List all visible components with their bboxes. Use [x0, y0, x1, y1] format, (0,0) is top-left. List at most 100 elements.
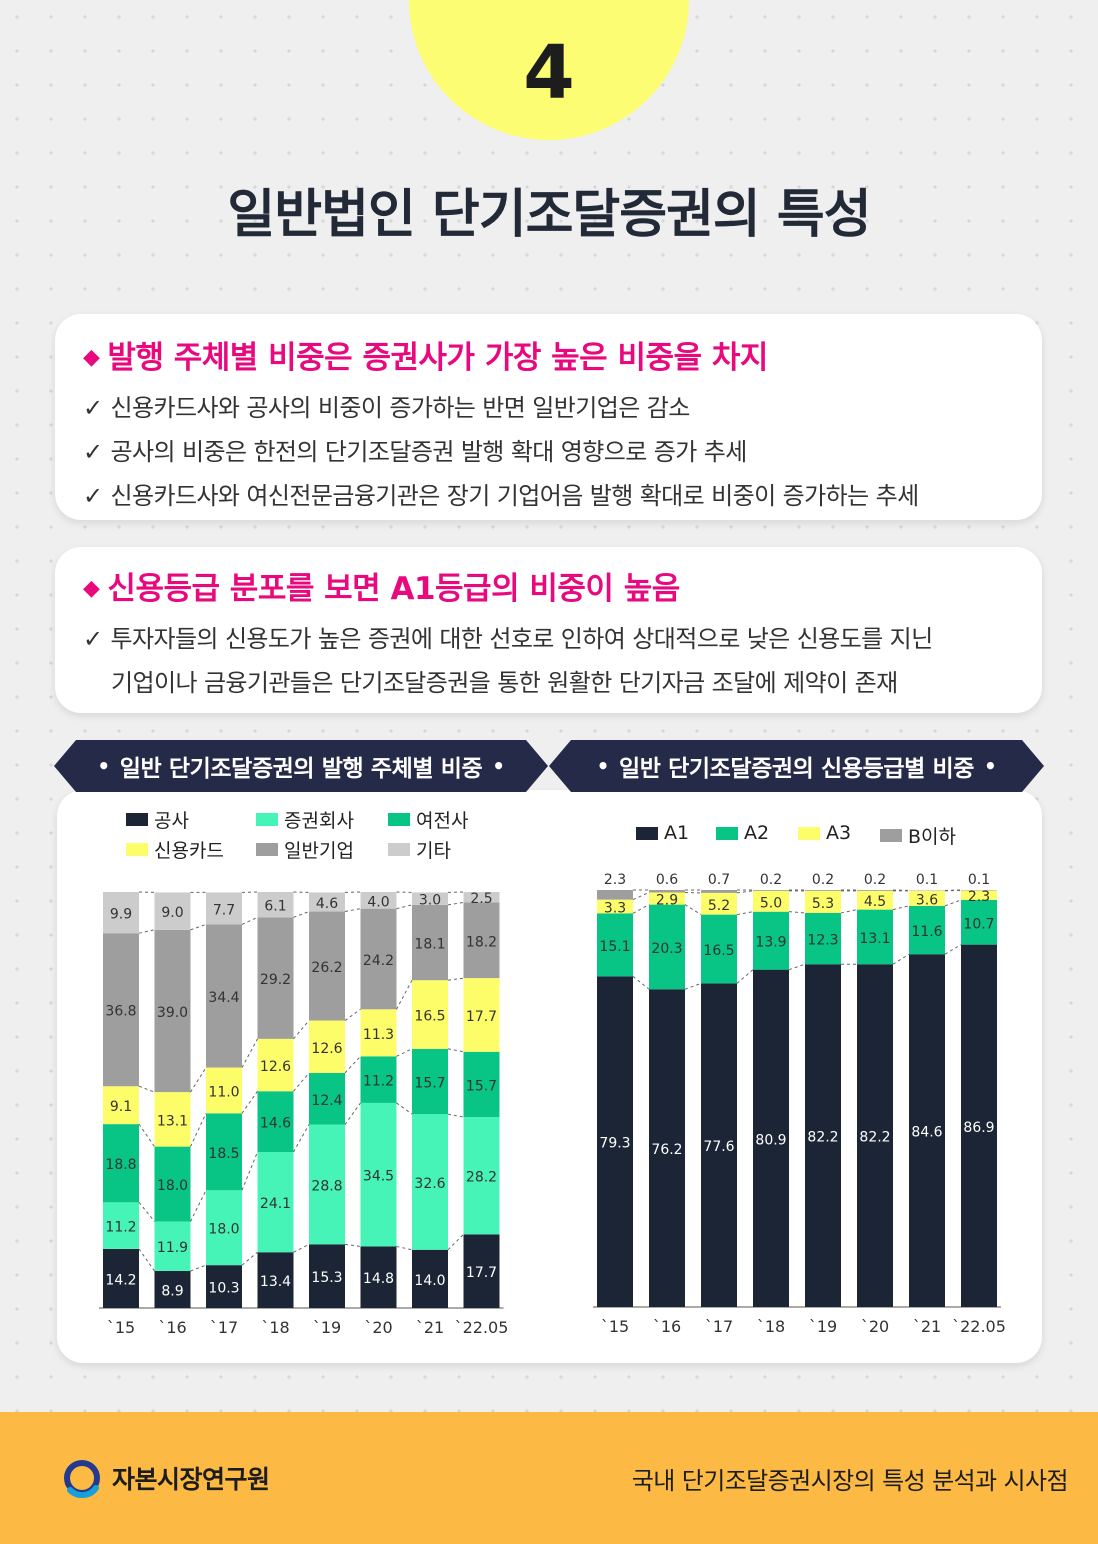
connector-line: [293, 1020, 310, 1040]
bar-segment: [857, 890, 893, 891]
bar-segment: [701, 892, 737, 915]
connector-line: [190, 1067, 207, 1093]
data-label: 3.6: [916, 892, 938, 908]
rating-heading: ◆ 신용등급 분포를 보면 A1등급의 비중이 높음: [83, 563, 680, 608]
data-label: 28.2: [466, 1170, 497, 1186]
bar-segment: [753, 890, 789, 891]
bar-segment: [597, 899, 633, 914]
bar-segment: [909, 954, 945, 1307]
bullet-item: ✓ 공사의 비중은 한전의 단기조달증권 발행 확대 영향으로 증가 추세: [83, 432, 747, 467]
bar-segment: [463, 1117, 500, 1235]
data-label: 13.9: [755, 935, 786, 951]
bar-segment: [412, 1249, 448, 1308]
diamond-icon: ◆: [83, 576, 100, 601]
bar-segment: [360, 1246, 397, 1308]
legend-item: 여전사: [388, 806, 468, 833]
bar-segment: [857, 964, 893, 1307]
x-tick-label: `22.05: [455, 1318, 509, 1337]
connector-line: [293, 911, 310, 918]
data-label: 3.3: [604, 900, 626, 916]
bar-segment: [309, 1124, 345, 1245]
bar-segment: [857, 909, 893, 965]
data-label: 11.9: [157, 1240, 188, 1256]
data-label: 0.2: [864, 872, 886, 888]
legend-item: A3: [798, 822, 851, 844]
bar-segment: [412, 892, 448, 905]
data-label: 0.2: [760, 872, 782, 888]
bar-segment: [701, 890, 737, 893]
connector-line: [736, 911, 754, 916]
publication-title: 국내 단기조달증권시장의 특성 분석과 시사점: [631, 1467, 1069, 1495]
data-label: 86.9: [963, 1120, 994, 1136]
connector-line: [788, 911, 806, 914]
connector-line: [344, 1102, 361, 1125]
bullet-text: 투자자들의 신용도가 높은 증권에 대한 선호로 인하여 상대적으로 낮은 신용…: [110, 625, 934, 653]
bar-segment: [360, 1102, 397, 1247]
connector-line: [447, 1048, 464, 1053]
issuer-share-chart: 14.2 11.2 18.8 9.1 36.8 9.9 `15 8.9 11.9 18.0 13.1…: [99, 891, 509, 1337]
data-label: 16.5: [703, 943, 734, 959]
bullet-item-continued: 기업이나 금융기관들은 단기조달증권을 통한 원활한 단기자금 조달에 제약이 …: [111, 669, 898, 697]
data-label: 7.7: [213, 902, 235, 918]
data-label: 82.2: [859, 1130, 890, 1146]
bar-segment: [103, 1086, 139, 1125]
bar-segment: [257, 1038, 294, 1092]
bar-segment: [360, 1009, 397, 1057]
connector-line: [138, 1085, 155, 1093]
data-label: 14.0: [414, 1273, 445, 1289]
data-label: 11.3: [363, 1027, 394, 1043]
connector-line: [241, 916, 258, 925]
bar-segment: [412, 980, 448, 1049]
data-label: 16.5: [414, 1009, 445, 1025]
x-tick-label: `17: [705, 1317, 733, 1336]
kcmi-logo-icon: [64, 1460, 100, 1498]
data-label: 2.5: [470, 891, 492, 907]
connector-line: [190, 1264, 207, 1272]
connector-line: [241, 1090, 258, 1114]
connector-line: [396, 979, 413, 1010]
connector-line: [138, 1202, 155, 1222]
bullet-item: ✓ 신용카드사와 여신전문금융기관은 장기 기업어음 발행 확대로 비중이 증가하…: [83, 476, 919, 511]
bar-segment: [309, 892, 345, 912]
legend-label: 일반기업: [284, 840, 354, 862]
bar-segment: [857, 890, 893, 910]
bar-segment: [463, 1234, 500, 1308]
bar-segment: [257, 1252, 294, 1308]
bar-segment: [649, 892, 685, 905]
check-icon: ✓: [83, 482, 103, 510]
legend-item: A2: [716, 822, 769, 844]
legend-label: 증권회사: [284, 810, 354, 832]
legend-label: 공사: [154, 810, 189, 832]
data-label: 18.8: [105, 1157, 136, 1173]
data-label: 20.3: [651, 941, 682, 957]
bar-segment: [154, 1146, 191, 1222]
bar-segment: [360, 892, 397, 909]
connector-line: [944, 944, 962, 955]
bar-segment: [103, 1202, 139, 1249]
bar-segment: [206, 1190, 242, 1266]
data-label: 9.0: [161, 905, 183, 921]
legend-item: 증권회사: [256, 806, 354, 833]
data-label: 0.7: [708, 872, 730, 888]
connector-line: [447, 1113, 464, 1118]
bar-segment: [103, 933, 139, 1087]
chart2-title-banner: • 일반 단기조달증권의 신용등급별 비중 •: [549, 740, 1044, 792]
bar-segment: [753, 969, 789, 1307]
bar-segment: [206, 892, 242, 925]
data-label: 32.6: [414, 1176, 445, 1192]
bar-segment: [649, 890, 685, 893]
data-label: 24.2: [363, 953, 394, 969]
data-label: 4.6: [316, 896, 338, 912]
connector-line: [241, 1151, 258, 1191]
data-label: 28.8: [311, 1178, 342, 1194]
bullet-item: ✓ 투자자들의 신용도가 높은 증권에 대한 선호로 인하여 상대적으로 낮은 신…: [83, 619, 933, 654]
legend-item: 신용카드: [126, 836, 224, 863]
data-label: 76.2: [651, 1142, 682, 1158]
bar-segment: [961, 900, 997, 945]
legend-label: 신용카드: [154, 840, 224, 862]
x-tick-label: `20: [861, 1317, 889, 1336]
footer-bar: [0, 1412, 1098, 1544]
bar-segment: [412, 904, 448, 981]
bar-segment: [309, 1244, 345, 1308]
bar-segment: [597, 913, 633, 977]
